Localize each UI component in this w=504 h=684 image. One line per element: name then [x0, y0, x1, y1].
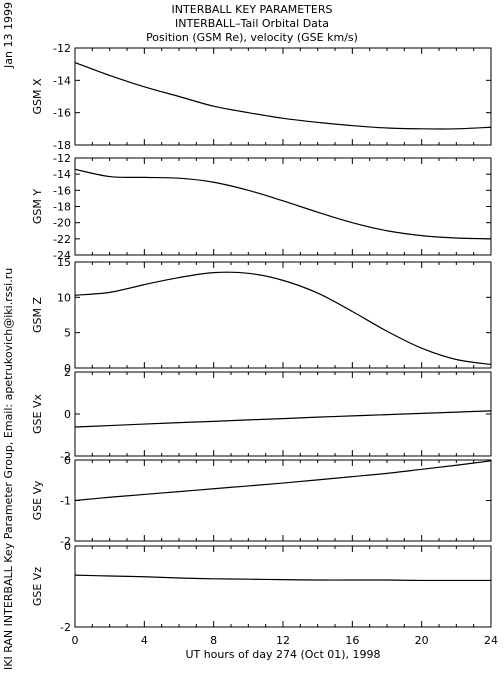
y-axis-label: GSE Vx [31, 394, 44, 434]
y-tick-label: -18 [53, 139, 71, 152]
series-line-gse-vx [74, 410, 492, 428]
y-axis-label: GSM Z [31, 297, 44, 333]
chart-title-line-3: Position (GSM Re), velocity (GSE km/s) [146, 31, 358, 44]
series-line-gsm-x [74, 61, 492, 130]
y-tick-label: -1 [60, 495, 71, 508]
series-line-gsm-y [74, 168, 492, 240]
y-tick-label: -2 [60, 535, 71, 548]
panel-frame [74, 47, 492, 146]
chart-title-line-1: INTERBALL KEY PARAMETERS [171, 3, 333, 16]
x-axis-label: UT hours of day 274 (Oct 01), 1998 [185, 648, 380, 661]
y-tick-label: 0 [64, 408, 71, 421]
y-axis-label: GSE Vz [31, 567, 44, 606]
panel-frame [74, 157, 492, 256]
plot-date-stamp: Jan 13 1999 [2, 2, 15, 68]
credit-line: IKI RAN INTERBALL Key Parameter Group, E… [2, 267, 15, 670]
y-tick-label: 0 [64, 362, 71, 375]
x-tick-label: 4 [141, 634, 148, 647]
y-tick-label: -22 [53, 233, 71, 246]
x-tick-label: 16 [345, 634, 359, 647]
y-tick-label: -18 [53, 201, 71, 214]
x-tick-label: 20 [415, 634, 429, 647]
y-tick-label: -12 [53, 42, 71, 55]
x-tick-label: 0 [72, 634, 79, 647]
y-tick-label: -14 [53, 74, 71, 87]
y-tick-label: 5 [64, 327, 71, 340]
y-tick-label: -16 [53, 184, 71, 197]
panel-frame [74, 459, 492, 542]
x-tick-label: 8 [210, 634, 217, 647]
y-tick-label: 2 [64, 366, 71, 379]
y-tick-label: -2 [60, 621, 71, 634]
y-tick-label: -2 [60, 450, 71, 463]
panel-frame [74, 371, 492, 457]
panel-frame [74, 545, 492, 628]
series-line-gse-vz [74, 574, 491, 582]
y-tick-label: -16 [53, 107, 71, 120]
y-tick-label: -12 [53, 152, 71, 165]
y-axis-label: GSE Vy [31, 480, 44, 520]
y-tick-label: 10 [57, 291, 71, 304]
y-tick-label: -14 [53, 168, 71, 181]
y-axis-label: GSM Y [31, 189, 44, 224]
x-tick-label: 12 [276, 634, 290, 647]
y-tick-label: 0 [64, 540, 71, 553]
y-axis-label: GSM X [31, 78, 44, 114]
y-tick-label: 0 [64, 454, 71, 467]
y-tick-label: 15 [57, 256, 71, 269]
series-line-gse-vy [74, 460, 492, 502]
x-tick-label: 24 [484, 634, 498, 647]
y-tick-label: -20 [53, 217, 71, 230]
y-tick-label: -24 [53, 249, 71, 262]
series-line-gsm-z [74, 271, 492, 366]
panel-frame [74, 261, 492, 369]
chart-title-line-2: INTERBALL–Tail Orbital Data [175, 17, 329, 30]
